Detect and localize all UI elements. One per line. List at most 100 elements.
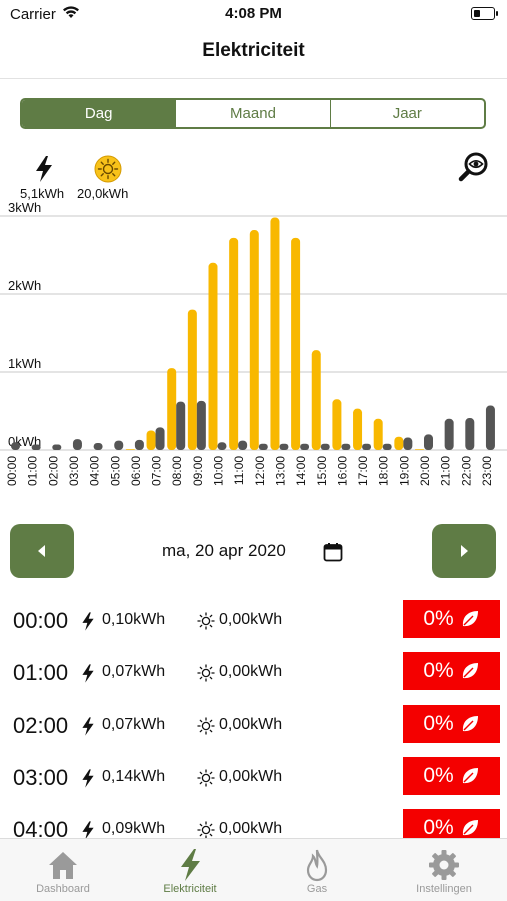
flame-icon <box>306 849 328 882</box>
tab-settings[interactable]: Instellingen <box>381 839 507 901</box>
x-tick-label: 16:00 <box>335 456 349 486</box>
consumption-bar <box>93 442 103 450</box>
row-time: 03:00 <box>13 765 69 790</box>
page-title: Elektriciteit <box>202 40 305 61</box>
segment-year[interactable]: Jaar <box>329 100 484 127</box>
solar-bar <box>311 350 321 450</box>
row-percent: 0% <box>423 816 454 838</box>
bolt-icon <box>181 849 200 881</box>
x-tick-label: 14:00 <box>294 456 308 486</box>
consumption-bar <box>217 442 227 450</box>
list-item[interactable]: 03:00 0,14kWh 0,00kWh 0% <box>0 753 507 805</box>
consumption-bar <box>341 443 351 450</box>
solar-total: 20,0kWh <box>77 186 129 201</box>
consumption-bar <box>258 443 268 450</box>
x-tick-label: 01:00 <box>26 456 40 486</box>
x-tick-label: 21:00 <box>439 456 453 486</box>
x-tick-label: 06:00 <box>129 456 143 486</box>
consumption-bar <box>134 439 144 450</box>
sun-icon <box>197 717 215 735</box>
sun-icon <box>197 821 215 838</box>
x-tick-label: 00:00 <box>5 456 19 486</box>
x-tick-label: 11:00 <box>232 456 246 485</box>
solar-bar <box>125 449 135 450</box>
row-percent: 0% <box>423 659 454 682</box>
solar-bar <box>394 436 404 450</box>
segment-month[interactable]: Maand <box>175 100 329 127</box>
tab-bar: Dashboard Elektriciteit Gas <box>0 838 507 901</box>
consumption-bar <box>444 418 454 450</box>
tab-label: Gas <box>306 883 328 895</box>
list-item[interactable]: 00:00 0,10kWh 0,00kWh 0% <box>0 596 507 648</box>
sun-icon <box>197 612 215 630</box>
x-tick-label: 04:00 <box>88 456 102 486</box>
bolt-icon <box>36 156 52 182</box>
x-tick-label: 13:00 <box>273 456 287 486</box>
solar-bar <box>146 430 156 450</box>
list-item[interactable]: 02:00 0,07kWh 0,00kWh 0% <box>0 701 507 753</box>
previous-day-button[interactable] <box>10 524 74 578</box>
nav-divider <box>0 78 507 79</box>
self-sufficiency-badge: 0% <box>403 809 500 838</box>
y-tick-label: 1kWh <box>8 356 41 371</box>
consumption-bar <box>238 440 248 450</box>
x-tick-label: 18:00 <box>377 456 391 486</box>
bolt-icon <box>82 717 94 736</box>
row-percent: 0% <box>423 764 454 787</box>
solar-bar <box>229 237 239 450</box>
calendar-icon[interactable] <box>323 542 343 562</box>
row-solar: 0,00kWh <box>219 820 283 837</box>
consumption-bar <box>155 427 165 450</box>
row-solar: 0,00kWh <box>219 768 283 785</box>
bolt-icon <box>82 612 94 631</box>
solar-bar <box>249 230 259 450</box>
selected-date: ma, 20 apr 2020 <box>162 541 286 560</box>
leaf-icon <box>462 820 478 836</box>
battery-icon <box>471 7 498 20</box>
leaf-icon <box>462 611 478 627</box>
y-tick-label: 2kWh <box>8 278 41 293</box>
solar-bar <box>270 217 280 450</box>
leaf-icon <box>462 768 478 784</box>
x-tick-label: 02:00 <box>46 456 60 486</box>
tab-label: Dashboard <box>36 883 90 895</box>
consumption-bar <box>320 443 330 450</box>
consumption-bar <box>382 443 392 450</box>
consumption-bar <box>11 442 20 450</box>
next-day-button[interactable] <box>432 524 496 578</box>
segment-day[interactable]: Dag <box>22 100 176 127</box>
hourly-list: 00:00 0,10kWh 0,00kWh 0% 01:00 0,07kWh 0… <box>0 596 507 838</box>
row-percent: 0% <box>423 712 454 735</box>
self-sufficiency-badge: 0% <box>403 757 500 795</box>
consumption-total: 5,1kWh <box>20 186 65 201</box>
row-consumption: 0,14kWh <box>102 768 166 785</box>
bolt-icon <box>82 664 94 683</box>
sun-icon <box>94 155 122 183</box>
row-consumption: 0,07kWh <box>102 716 166 733</box>
x-tick-label: 23:00 <box>480 456 494 486</box>
consumption-bar <box>114 440 124 450</box>
consumption-bar <box>362 443 372 450</box>
list-item[interactable]: 01:00 0,07kWh 0,00kWh 0% <box>0 648 507 700</box>
consumption-bar <box>52 444 62 450</box>
x-tick-label: 12:00 <box>253 456 267 486</box>
sun-icon <box>197 664 215 682</box>
view-toggle-icon[interactable] <box>458 151 492 185</box>
list-item[interactable]: 04:00 0,09kWh 0,00kWh 0% <box>0 805 507 838</box>
row-solar: 0,00kWh <box>219 716 283 733</box>
consumption-bar <box>196 400 206 450</box>
row-consumption: 0,07kWh <box>102 663 166 680</box>
consumption-bar <box>176 401 186 450</box>
x-tick-label: 03:00 <box>67 456 81 486</box>
row-time: 01:00 <box>13 660 69 685</box>
row-time: 04:00 <box>13 817 69 838</box>
solar-bar <box>373 418 383 450</box>
tab-dashboard[interactable]: Dashboard <box>0 839 126 901</box>
bolt-icon <box>82 821 94 838</box>
tab-label: Instellingen <box>416 883 472 895</box>
tab-gas[interactable]: Gas <box>254 839 380 901</box>
solar-bar <box>187 309 197 450</box>
tab-electricity[interactable]: Elektriciteit <box>127 839 253 901</box>
solar-bar <box>208 262 218 450</box>
